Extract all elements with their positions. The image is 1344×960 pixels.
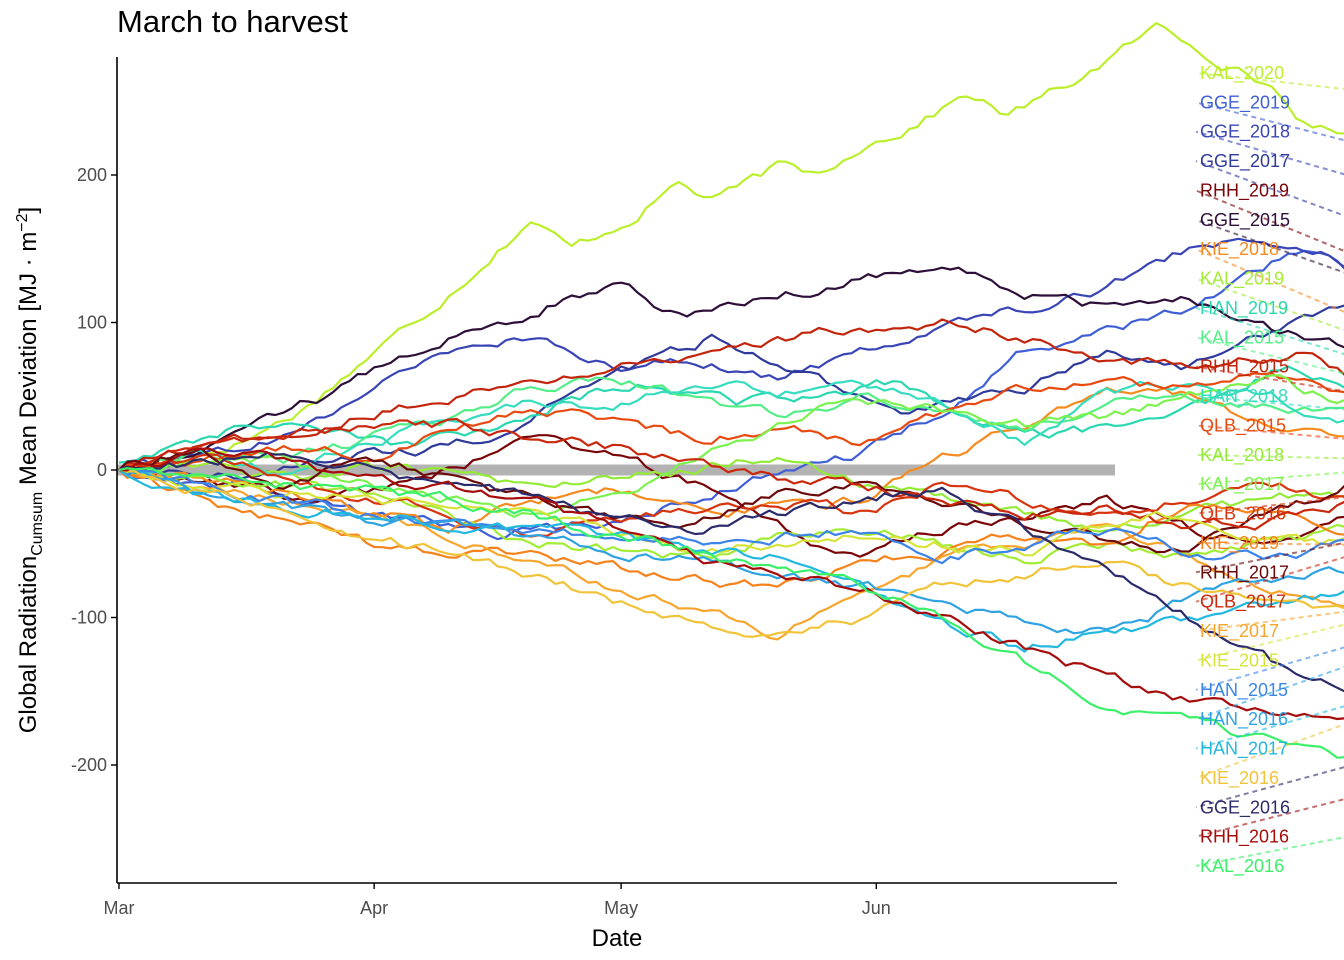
legend-connector (1195, 101, 1344, 142)
legend-label-kie-2016: KIE_2016 (1200, 768, 1279, 789)
legend-connector (1195, 623, 1344, 662)
y-axis-ticks: -200 -100 0 100 200 (71, 165, 117, 775)
series-line-han-2018 (118, 379, 1344, 477)
legend-label-rhh-2016: RHH_2016 (1200, 827, 1289, 848)
legend-label-rhh-2019: RHH_2019 (1200, 180, 1289, 201)
legend-label-han-2016: HAN_2016 (1200, 709, 1288, 730)
legend-connector (1195, 218, 1344, 274)
y-axis-title-end: ] (15, 207, 42, 214)
series-line-qlb-2017 (118, 417, 1344, 531)
legend-label-kal-2019: KAL_2019 (1200, 269, 1284, 290)
x-tick-label: Mar (104, 898, 135, 918)
y-axis-title-subscript: Cumsum (29, 492, 46, 556)
legend-label-kal-2015: KAL_2015 (1200, 327, 1284, 348)
legend-label-kie-2015: KIE_2015 (1200, 650, 1279, 671)
y-axis-title-rest: Mean Deviation [MJ · m (15, 232, 42, 492)
legend-label-rhh-2015: RHH_2015 (1200, 357, 1289, 378)
series-line-gge-2018 (118, 237, 1344, 471)
legend-label-gge-2017: GGE_2017 (1200, 151, 1290, 172)
legend-connector (1195, 307, 1344, 356)
series-line-kie-2015 (118, 468, 1344, 557)
legend-connector (1195, 723, 1344, 779)
legend-label-gge-2018: GGE_2018 (1200, 122, 1290, 143)
legend-label-kal-2017: KAL_2017 (1200, 474, 1284, 495)
legend-connector (1195, 365, 1344, 393)
series-line-gge-2015 (118, 266, 1344, 471)
legend-label-han-2015: HAN_2015 (1200, 680, 1288, 701)
series-line-rhh-2015 (118, 318, 1344, 471)
legend-label-kie-2018: KIE_2018 (1200, 239, 1279, 260)
legend-label-kal-2016: KAL_2016 (1200, 856, 1284, 877)
legend-label-rhh-2017: RHH_2017 (1200, 562, 1289, 583)
x-tick-label: May (604, 898, 638, 918)
legend-connector (1195, 336, 1344, 375)
legend-connector (1195, 665, 1344, 721)
series-line-qlb-2015 (118, 372, 1344, 471)
series-line-kie-2016 (118, 468, 1344, 638)
y-tick-label: -100 (71, 608, 107, 628)
legend-label-qlb-2017: QLB_2017 (1200, 592, 1286, 613)
legend-label-kie-2017: KIE_2017 (1200, 621, 1279, 642)
legend-label-gge-2019: GGE_2019 (1200, 92, 1290, 113)
y-axis-title-superscript: −2 (14, 213, 31, 231)
series-line-han-2019 (118, 365, 1344, 464)
y-tick-label: 100 (77, 313, 107, 333)
series-line-kie-2017 (118, 469, 1344, 641)
legend-connectors (1195, 72, 1344, 867)
legend-label-kal-2020: KAL_2020 (1200, 63, 1284, 84)
chart-title: March to harvest (117, 4, 348, 39)
x-tick-label: Jun (862, 898, 891, 918)
series-line-kal-2016 (118, 467, 1344, 759)
legend-connector (1195, 766, 1344, 809)
y-tick-label: 0 (97, 460, 107, 480)
series-line-gge-2017 (118, 304, 1344, 480)
legend-label-qlb-2016: QLB_2016 (1200, 504, 1286, 525)
series-line-kal-2020 (118, 22, 1344, 472)
legend-label-han-2017: HAN_2017 (1200, 739, 1288, 760)
legend-label-han-2019: HAN_2019 (1200, 298, 1288, 319)
y-axis-title-main: Global Radiation (15, 556, 42, 733)
x-axis-title: Date (592, 925, 643, 952)
legend-connector (1195, 836, 1344, 867)
y-tick-label: -200 (71, 755, 107, 775)
y-tick-label: 200 (77, 165, 107, 185)
legend-connector (1195, 541, 1344, 574)
y-axis-title: Global RadiationCumsum Mean Deviation [M… (14, 207, 46, 733)
legend: KAL_2020 GGE_2019 GGE_2018 GGE_2017 RHH_2019… (1200, 63, 1290, 877)
x-axis-ticks: Mar Apr May Jun (104, 883, 891, 918)
series-lines (118, 22, 1344, 759)
legend-label-gge-2015: GGE_2015 (1200, 210, 1290, 231)
series-line-gge-2016 (118, 451, 1344, 693)
series-line-qlb-2016 (118, 453, 1344, 538)
legend-label-kal-2018: KAL_2018 (1200, 445, 1284, 466)
legend-label-gge-2016: GGE_2016 (1200, 797, 1290, 818)
series-line-kal-2018 (118, 457, 1344, 533)
x-tick-label: Apr (360, 898, 388, 918)
series-line-kal-2015 (118, 376, 1344, 476)
legend-label-han-2018: HAN_2018 (1200, 386, 1288, 407)
series-line-han-2017 (118, 469, 1344, 653)
legend-connector (1195, 798, 1344, 838)
legend-connector (1195, 277, 1344, 332)
legend-connector (1195, 189, 1344, 252)
series-line-rhh-2016 (118, 447, 1344, 721)
legend-label-qlb-2015: QLB_2015 (1200, 415, 1286, 436)
series-line-rhh-2017 (118, 447, 1344, 554)
legend-connector (1195, 248, 1344, 313)
legend-label-kie-2019: KIE_2019 (1200, 533, 1279, 554)
